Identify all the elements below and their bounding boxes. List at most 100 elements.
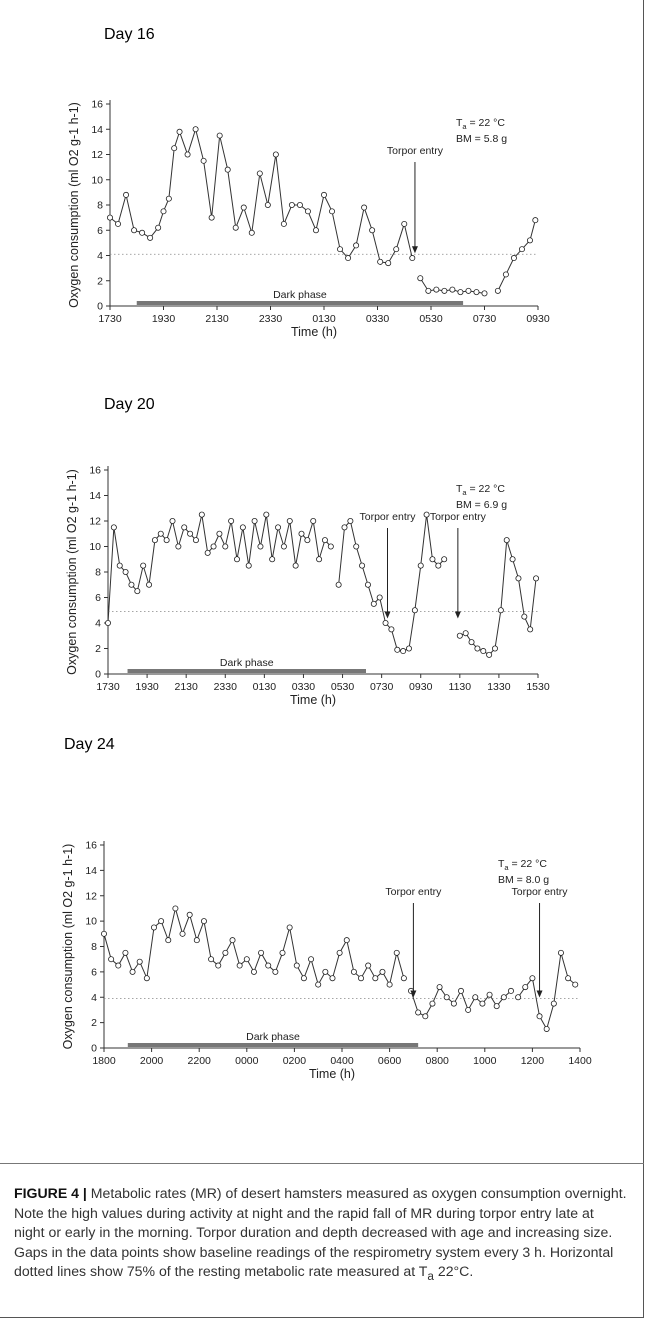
data-point [345, 255, 352, 262]
data-point [503, 537, 510, 544]
data-point [150, 924, 157, 931]
data-point [280, 220, 287, 227]
data-point [263, 511, 270, 518]
caption-divider [0, 1163, 644, 1164]
data-point [411, 607, 418, 614]
data-point [497, 607, 504, 614]
data-point [210, 543, 217, 550]
data-point [465, 1006, 472, 1013]
y-tick-label: 12 [89, 516, 101, 528]
data-point [377, 258, 384, 265]
data-point [264, 201, 271, 208]
x-tick-label: 0330 [366, 313, 390, 325]
x-tick-label: 1400 [568, 1055, 592, 1067]
x-axis-title: Time (h) [291, 325, 337, 339]
x-tick-label: 0600 [378, 1055, 402, 1067]
data-point [292, 562, 299, 569]
data-point [405, 645, 412, 652]
y-tick-label: 8 [97, 200, 103, 212]
torpor-arrow-head [454, 611, 461, 619]
data-point [280, 543, 287, 550]
data-point [304, 208, 311, 215]
data-point [526, 237, 533, 244]
data-point [128, 581, 135, 588]
data-point [543, 1025, 550, 1032]
temperature-subscript: a [462, 122, 467, 131]
dark-phase-label: Dark phase [273, 289, 327, 301]
x-tick-label: 1930 [135, 681, 159, 693]
data-point [228, 518, 235, 525]
data-point [172, 905, 179, 912]
x-tick-label: 0730 [370, 681, 394, 693]
data-point [147, 234, 154, 241]
panel-label: Day 16 [104, 26, 155, 43]
data-point [382, 620, 389, 627]
data-point [521, 613, 528, 620]
data-point [216, 132, 223, 139]
torpor-arrow-head [384, 611, 391, 619]
data-point [101, 930, 108, 937]
x-tick-label: 2330 [259, 313, 283, 325]
data-point [171, 145, 178, 152]
x-tick-label: 2200 [188, 1055, 212, 1067]
data-point [462, 630, 469, 637]
data-point [155, 224, 162, 231]
data-point [122, 949, 129, 956]
data-point [107, 214, 114, 221]
y-tick-label: 4 [95, 618, 101, 630]
x-tick-label: 0330 [292, 681, 316, 693]
y-tick-label: 4 [91, 992, 97, 1004]
data-point [433, 286, 440, 293]
data-point [310, 518, 317, 525]
data-point [500, 994, 507, 1001]
x-tick-label: 2000 [140, 1055, 164, 1067]
data-point [481, 290, 488, 297]
caption-text: Metabolic rates (MR) of desert hamsters … [14, 1185, 627, 1279]
data-point [370, 600, 377, 607]
data-point [327, 543, 334, 550]
data-point [122, 569, 129, 576]
data-point [341, 524, 348, 531]
temperature-value: = 22 °C [467, 483, 506, 495]
data-point [245, 562, 252, 569]
data-point [236, 962, 243, 969]
data-point [335, 581, 342, 588]
dark-phase-bar [136, 301, 464, 305]
figure-frame [0, 0, 644, 1318]
data-point [376, 594, 383, 601]
data-point [429, 556, 436, 563]
x-tick-label: 0930 [526, 313, 550, 325]
y-tick-label: 4 [97, 250, 103, 262]
data-point [361, 204, 368, 211]
torpor-entry-label: Torpor entry [430, 511, 487, 523]
data-point [129, 968, 136, 975]
data-point [364, 581, 371, 588]
torpor-arrow-head [411, 246, 418, 254]
x-tick-label: 1130 [449, 681, 472, 693]
data-point [515, 994, 522, 1001]
torpor-arrow-head [410, 990, 417, 998]
data-point [486, 991, 493, 998]
dark-phase-label: Dark phase [246, 1031, 300, 1043]
x-tick-label: 2330 [214, 681, 238, 693]
data-point [239, 524, 246, 531]
data-point [286, 518, 293, 525]
data-point [533, 575, 540, 582]
y-tick-label: 6 [97, 225, 103, 237]
x-tick-label: 0200 [283, 1055, 307, 1067]
y-tick-label: 0 [97, 301, 103, 313]
y-axis-title: Oxygen consumption (ml O2 g-1 h-1) [67, 102, 81, 308]
data-point [243, 956, 250, 963]
x-tick-label: 1330 [487, 681, 511, 693]
data-point [329, 208, 336, 215]
data-point [251, 518, 258, 525]
data-point [358, 975, 365, 982]
data-point [386, 981, 393, 988]
data-point [457, 289, 464, 296]
data-point [240, 204, 247, 211]
torpor-entry-label: Torpor entry [385, 886, 442, 898]
data-point [417, 562, 424, 569]
temperature-subscript: a [462, 488, 467, 497]
